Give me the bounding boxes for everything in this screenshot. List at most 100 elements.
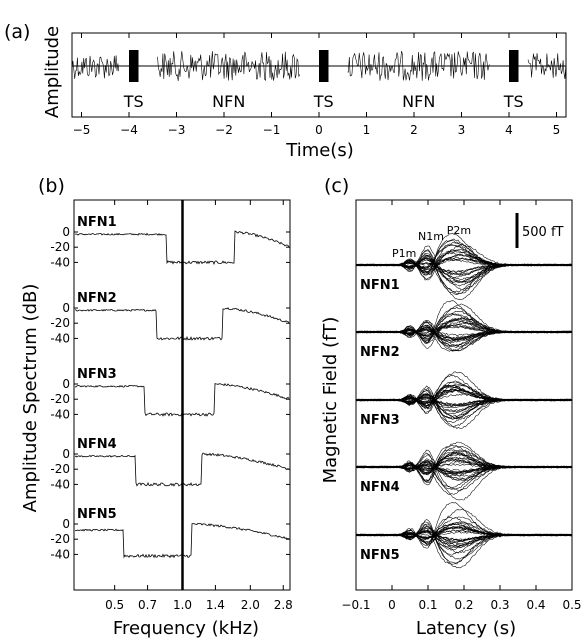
panel-c-label: (c) (324, 175, 349, 197)
meg-channel-trace (355, 444, 573, 476)
y-tick-label: -40 (50, 477, 70, 491)
noise-segment (71, 55, 120, 79)
panel-c-frame (355, 199, 573, 591)
meg-channel-trace (355, 255, 573, 295)
meg-channel-trace (355, 319, 573, 338)
y-tick-label: -20 (50, 240, 70, 254)
y-tick-label: 0 (62, 447, 70, 461)
meg-channel-trace (355, 384, 573, 408)
meg-channel-trace (355, 257, 573, 276)
meg-channel-trace (355, 393, 573, 415)
panel-c-traces (355, 232, 573, 569)
x-tick-label: 1.0 (173, 598, 192, 612)
series-label: NFN1 (360, 278, 400, 293)
x-tick-label: 1 (363, 123, 371, 137)
x-tick-label: 0.3 (490, 598, 509, 612)
x-tick-label: 0.5 (105, 598, 124, 612)
x-tick-label: 0 (388, 598, 396, 612)
segment-label: NFN (212, 92, 245, 111)
panel-b-ylabel: Amplitude Spectrum (dB) (20, 284, 41, 513)
x-tick-label: 2.0 (241, 598, 260, 612)
series-label: NFN3 (77, 367, 117, 382)
peak-label: P2m (447, 224, 471, 237)
panel-a-waveform (71, 50, 567, 82)
series-label: NFN5 (360, 548, 400, 563)
series-label: NFN4 (360, 480, 400, 495)
peak-label: P1m (392, 247, 416, 260)
meg-channel-trace (355, 393, 573, 404)
x-tick-label: 5 (553, 123, 561, 137)
x-tick-label: 2 (410, 123, 418, 137)
y-tick-label: -40 (50, 255, 70, 269)
x-tick-label: 0.4 (526, 598, 545, 612)
x-tick-label: 3 (458, 123, 466, 137)
meg-channel-trace (355, 257, 573, 276)
panel-c-ylabel: Magnetic Field (fT) (320, 317, 341, 484)
y-tick-label: -20 (50, 462, 70, 476)
meg-channel-trace (355, 523, 573, 550)
noise-segment (347, 51, 490, 81)
meg-channel-trace (355, 253, 573, 274)
y-tick-label: -40 (50, 547, 70, 561)
meg-channel-trace (355, 317, 573, 341)
meg-channel-trace (355, 389, 573, 404)
panel-c-xlabel: Latency (s) (416, 618, 516, 639)
peak-label: N1m (418, 230, 444, 243)
x-tick-label: −4 (120, 123, 138, 137)
panel-c: (c) Magnetic Field (fT) NFN1 NFN2 NFN3 NFN4… (320, 175, 582, 639)
series-label: NFN2 (77, 291, 117, 306)
tone-segment (319, 50, 329, 82)
y-tick-label: 0 (62, 225, 70, 239)
meg-channel-trace (355, 256, 573, 280)
x-tick-label: 0.1 (418, 598, 437, 612)
segment-label: TS (503, 92, 524, 111)
y-tick-label: 0 (62, 301, 70, 315)
series-label: NFN2 (360, 345, 400, 360)
meg-channel-trace (355, 398, 573, 407)
x-tick-label: 0.2 (454, 598, 473, 612)
y-tick-label: -20 (50, 532, 70, 546)
noise-segment (157, 51, 300, 82)
segment-label: TS (313, 92, 334, 111)
panel-b: (b) Amplitude Spectrum (dB) NFN1 NFN2 NFN3… (20, 175, 293, 639)
panel-a: (a) Amplitude TS NFN TS NFN TS −5 −4 −3 −2 −1 0 1 2… (4, 21, 567, 161)
meg-channel-trace (355, 324, 573, 346)
x-tick-label: 0.5 (562, 598, 581, 612)
y-tick-label: -40 (50, 407, 70, 421)
panel-b-xlabel: Frequency (kHz) (113, 618, 259, 639)
x-tick-label: −0.1 (341, 598, 370, 612)
x-tick-label: −1 (263, 123, 281, 137)
meg-channel-trace (355, 242, 573, 280)
meg-channel-trace (355, 317, 573, 349)
x-tick-label: −3 (168, 123, 186, 137)
y-tick-label: -40 (50, 331, 70, 345)
series-label: NFN1 (77, 215, 117, 230)
meg-channel-trace (355, 529, 573, 545)
series-label: NFN3 (360, 413, 400, 428)
meg-channel-trace (355, 523, 573, 540)
meg-channel-trace (355, 452, 573, 501)
x-tick-label: −2 (215, 123, 233, 137)
meg-channel-trace (355, 310, 573, 340)
y-tick-label: -20 (50, 392, 70, 406)
x-tick-label: −5 (73, 123, 91, 137)
meg-channel-trace (355, 526, 573, 539)
series-label: NFN5 (77, 507, 117, 522)
segment-label: NFN (402, 92, 435, 111)
tone-segment (129, 50, 139, 82)
panel-a-label: (a) (4, 21, 30, 43)
x-tick-label: 0 (315, 123, 323, 137)
noise-segment (527, 53, 567, 79)
meg-channel-trace (355, 452, 573, 483)
panel-a-ylabel: Amplitude (42, 26, 63, 118)
meg-channel-trace (355, 519, 573, 569)
x-tick-label: 1.4 (206, 598, 225, 612)
x-tick-label: 4 (505, 123, 513, 137)
scale-bar-label: 500 fT (522, 225, 564, 240)
x-tick-label: 2.8 (274, 598, 293, 612)
segment-label: TS (123, 92, 144, 111)
y-tick-label: 0 (62, 517, 70, 531)
series-label: NFN4 (77, 437, 117, 452)
meg-channel-trace (355, 463, 573, 472)
